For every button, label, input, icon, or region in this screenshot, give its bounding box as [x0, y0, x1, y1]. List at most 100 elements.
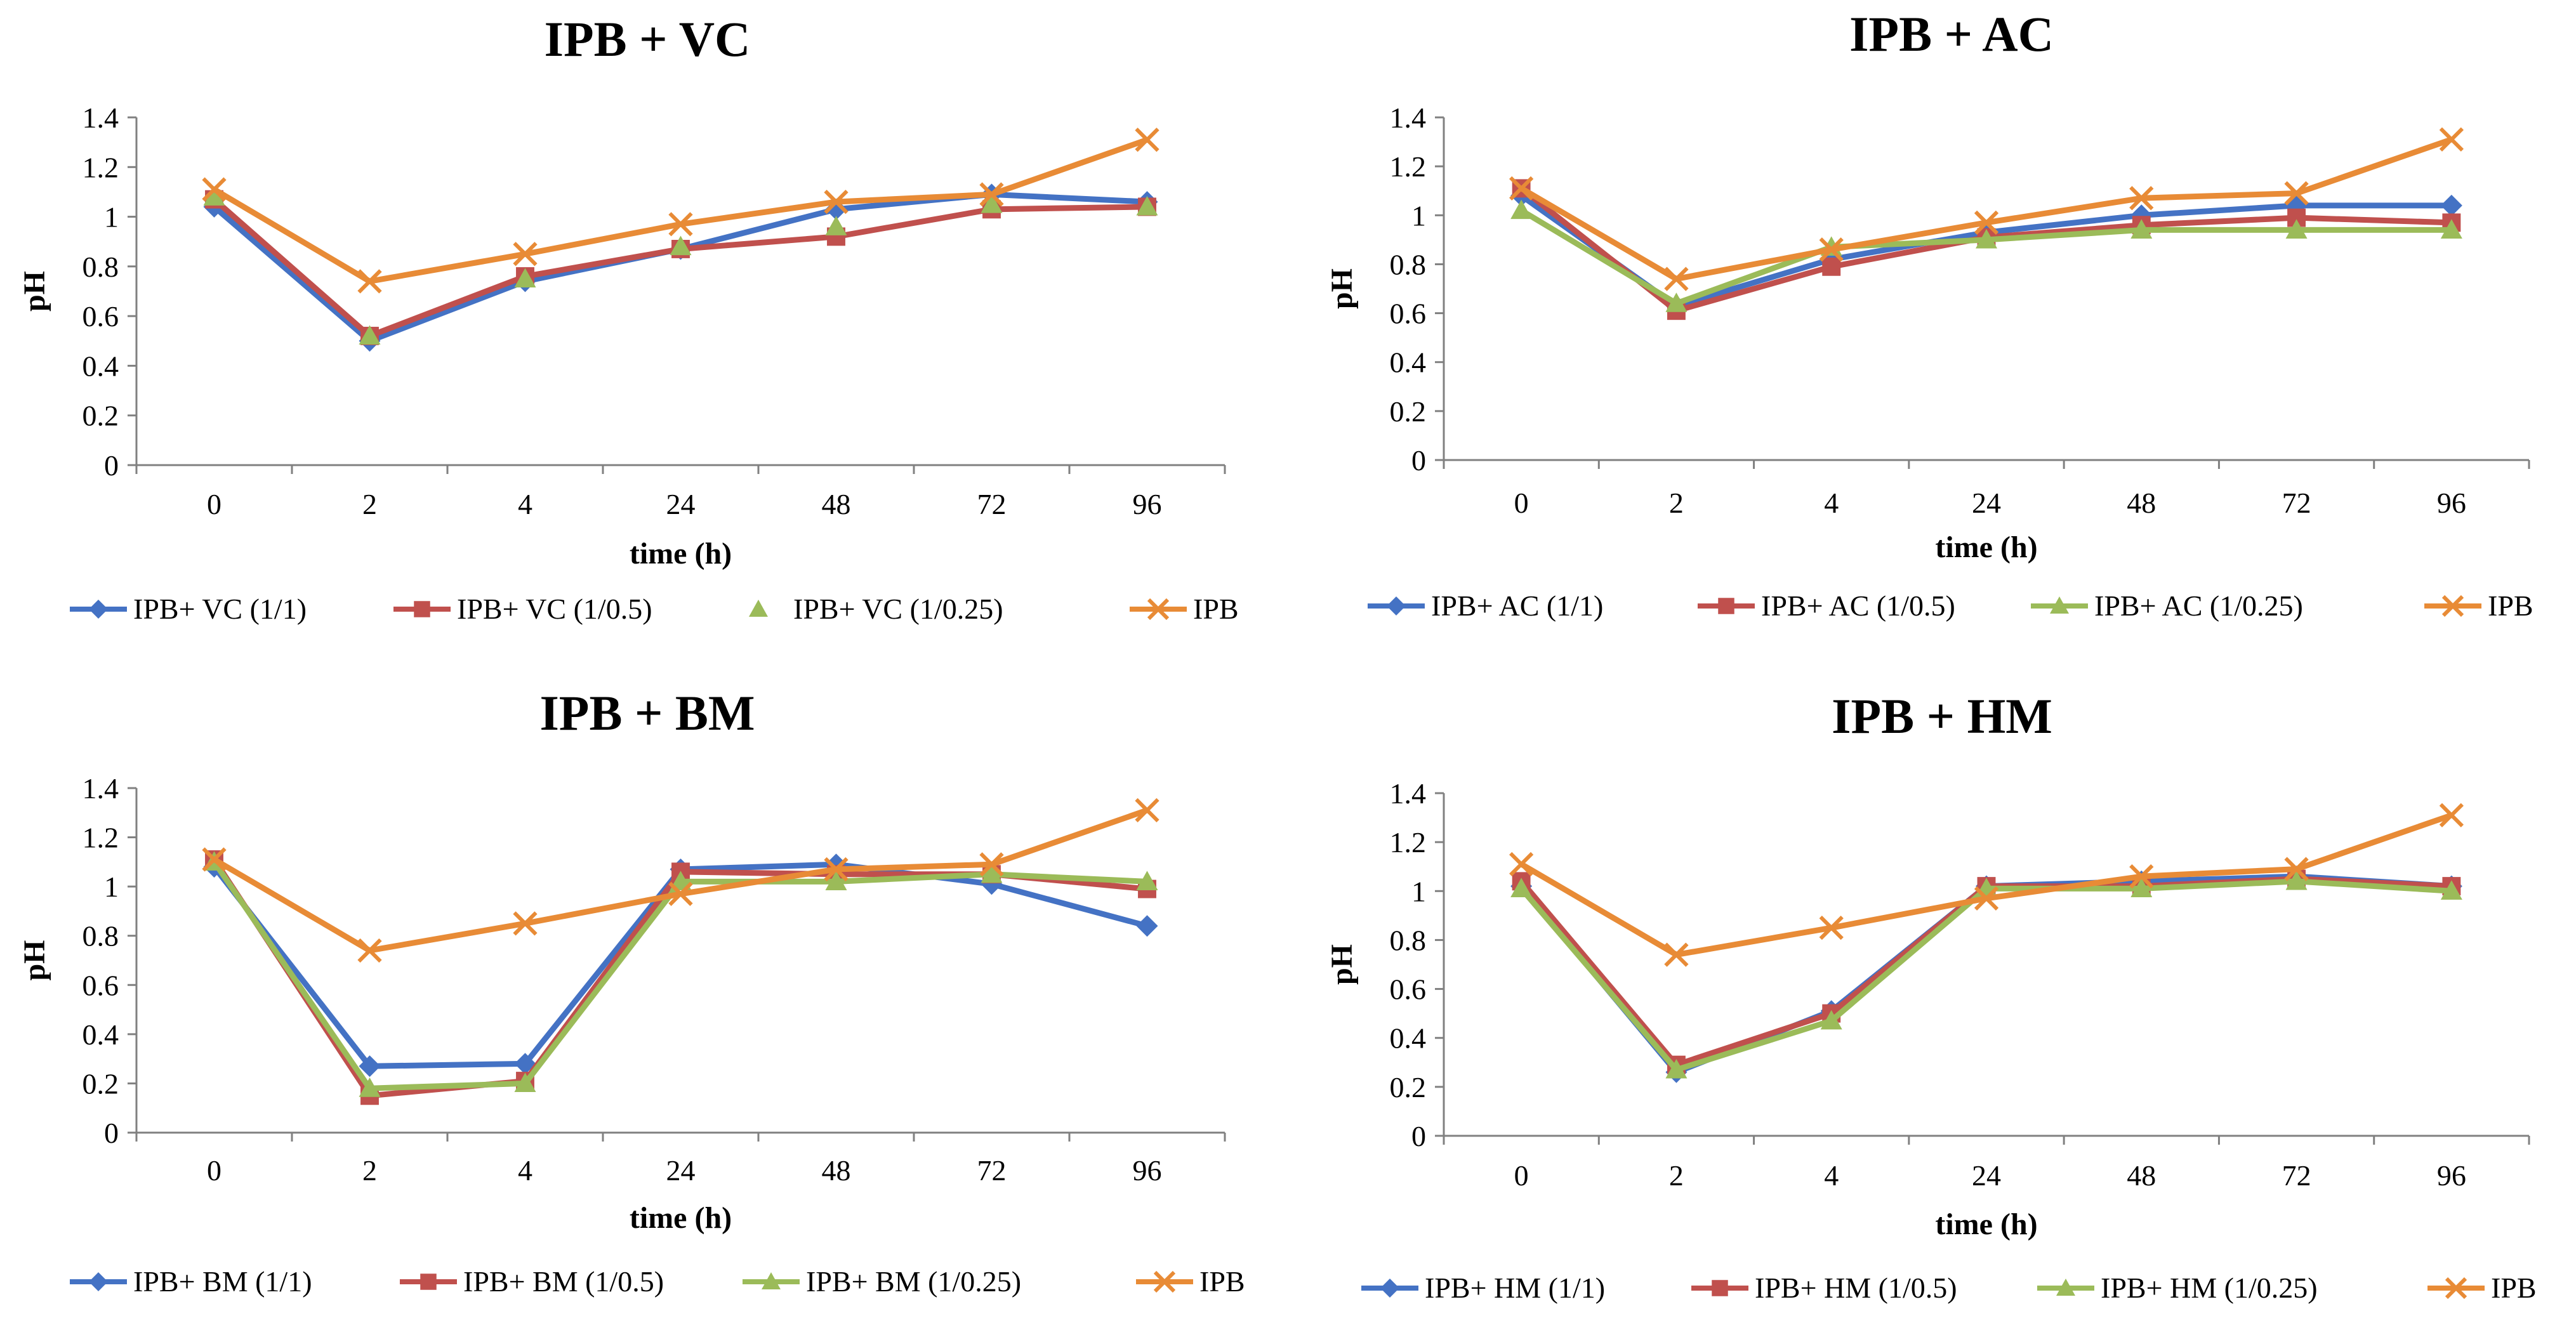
series-line: [1519, 136, 2453, 282]
data-point: [2440, 219, 2462, 239]
x-tick-label: 96: [1133, 1154, 1162, 1187]
series-4: [202, 798, 1159, 963]
series-4: [202, 128, 1159, 294]
legend-label: IPB+ AC (1/0.25): [2094, 589, 2303, 622]
data-point: [825, 216, 847, 235]
legend-entry: IPB+ BM (1/1): [70, 1265, 312, 1298]
data-point: [1510, 199, 1533, 220]
legend-label: IPB+ VC (1/0.5): [457, 593, 652, 625]
legend-marker: [89, 1272, 108, 1291]
data-point: [1819, 916, 1844, 940]
x-tick-label: 48: [2127, 487, 2156, 519]
series-2: [1512, 179, 2461, 320]
data-point: [202, 847, 227, 872]
data-point: [1976, 228, 1997, 249]
legend-marker: [89, 600, 108, 619]
legend-marker: [762, 1272, 781, 1289]
x-tick-label: 4: [1824, 487, 1839, 519]
x-axis-label: time (h): [1935, 530, 2037, 564]
y-tick-label: 1.4: [1390, 777, 1427, 810]
data-point: [359, 1055, 381, 1077]
y-tick-label: 1.4: [1390, 102, 1427, 134]
legend-label: IPB+ BM (1/0.5): [463, 1265, 664, 1298]
data-point: [825, 871, 847, 890]
legend-entry: IPB+ HM (1/0.5): [1691, 1272, 1957, 1304]
y-tick-label: 0.8: [1390, 248, 1427, 280]
x-tick-label: 48: [822, 488, 851, 520]
data-point: [2439, 127, 2464, 152]
y-tick-label: 0.6: [1390, 973, 1427, 1006]
y-tick-label: 1.2: [83, 151, 119, 183]
x-tick-label: 96: [2437, 1159, 2466, 1192]
data-point: [1136, 871, 1158, 890]
x-axis-label: time (h): [630, 537, 732, 570]
legend-label: IPB: [1199, 1265, 1245, 1298]
legend-marker: [1153, 1270, 1176, 1293]
data-point: [1974, 210, 1999, 235]
legend-label: IPB+ BM (1/0.25): [806, 1265, 1021, 1298]
data-point: [1136, 195, 1158, 216]
x-tick-label: 72: [977, 1154, 1007, 1187]
data-point: [1664, 267, 1689, 291]
legend-marker: [2050, 596, 2069, 614]
data-point: [2284, 857, 2309, 881]
data-point: [513, 911, 538, 936]
data-point: [1136, 915, 1158, 937]
y-axis-label: pH: [1325, 268, 1359, 309]
chart-title: IPB + HM: [1832, 688, 2052, 744]
legend-marker: [2445, 1277, 2467, 1300]
y-tick-label: 0.6: [83, 300, 119, 332]
legend-label: IPB: [2491, 1272, 2537, 1304]
x-tick-label: 24: [1972, 487, 2001, 519]
y-tick-label: 0.6: [1390, 298, 1427, 330]
y-tick-label: 0.4: [1390, 1022, 1427, 1055]
x-tick-label: 2: [362, 1154, 377, 1187]
legend-entry: IPB+ VC (1/0.5): [393, 593, 652, 625]
series-1: [1510, 185, 2462, 317]
y-tick-label: 1: [104, 201, 119, 234]
legend-entry: IPB+ AC (1/1): [1368, 589, 1603, 622]
legend-label: IPB+ HM (1/0.25): [2101, 1272, 2318, 1304]
data-point: [357, 269, 382, 294]
data-point: [1135, 128, 1159, 152]
x-axis-label: time (h): [1935, 1208, 2037, 1241]
x-tick-label: 0: [1514, 487, 1529, 519]
data-point: [2130, 219, 2153, 239]
data-point: [981, 194, 1003, 213]
y-tick-label: 0.6: [83, 969, 119, 1001]
series-3: [1510, 870, 2462, 1079]
x-tick-label: 0: [207, 488, 221, 520]
y-tick-label: 0: [104, 1117, 119, 1149]
data-point: [1665, 293, 1688, 312]
y-tick-label: 0.4: [83, 1018, 119, 1051]
data-point: [2129, 186, 2154, 211]
legend-label: IPB+ HM (1/0.5): [1755, 1272, 1957, 1304]
series-3: [1510, 199, 2462, 312]
y-tick-label: 1: [104, 871, 119, 903]
y-tick-label: 0.8: [83, 920, 119, 952]
legend-marker: [1712, 1280, 1728, 1296]
legend-entry: IPB+ AC (1/0.25): [2031, 589, 2303, 622]
data-point: [1974, 886, 1999, 911]
legend-entry: IPB: [2424, 589, 2533, 622]
legend-entry: IPB+ VC (1/1): [70, 593, 307, 625]
y-tick-label: 0.8: [83, 251, 119, 283]
y-tick-label: 1.4: [83, 102, 119, 134]
legend-entry: IPB+ HM (1/0.25): [2037, 1272, 2318, 1304]
y-tick-label: 1: [1411, 199, 1426, 232]
data-point: [2130, 878, 2153, 898]
legend-marker: [420, 1274, 437, 1290]
legend-entry: IPB+ HM (1/1): [1361, 1272, 1605, 1304]
data-point: [824, 189, 849, 214]
legend-entry: IPB+ VC (1/0.25): [749, 593, 1003, 625]
y-tick-label: 1.4: [83, 772, 119, 805]
x-tick-label: 72: [2282, 487, 2311, 519]
y-tick-label: 0.2: [1390, 395, 1427, 428]
data-point: [2439, 803, 2464, 827]
x-tick-label: 72: [2282, 1159, 2311, 1192]
y-tick-label: 0.4: [83, 350, 119, 382]
x-tick-label: 4: [518, 1154, 532, 1187]
